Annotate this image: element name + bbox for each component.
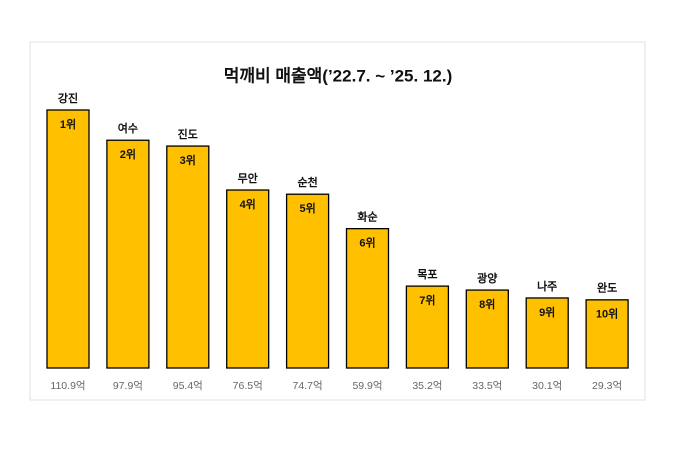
rank-label: 7위 — [419, 294, 435, 307]
rank-label: 1위 — [60, 118, 76, 131]
bar — [405, 285, 450, 369]
rank-label: 5위 — [299, 202, 315, 215]
value-label: 35.2억 — [412, 380, 442, 392]
bar — [585, 299, 629, 369]
category-label: 광양 — [477, 271, 497, 285]
bar — [226, 189, 270, 369]
value-label: 97.9억 — [113, 380, 143, 392]
bar — [166, 145, 210, 369]
rank-label: 8위 — [479, 298, 495, 311]
category-label: 순천 — [297, 175, 317, 189]
category-label: 목포 — [417, 268, 437, 281]
bar — [465, 289, 509, 369]
value-label: 30.1억 — [532, 380, 562, 392]
value-label: 110.9억 — [50, 380, 85, 392]
category-label: 화순 — [357, 210, 377, 224]
rank-label: 10위 — [596, 308, 618, 321]
chart-title: 먹깨비 매출액(’22.7. ~ ’25. 12.) — [224, 66, 453, 85]
value-label: 95.4억 — [173, 380, 203, 392]
value-label: 59.9억 — [352, 380, 382, 392]
category-label: 무안 — [238, 171, 258, 185]
rank-label: 6위 — [359, 237, 375, 250]
rank-label: 2위 — [120, 148, 136, 161]
category-label: 여수 — [118, 121, 138, 135]
category-label: 완도 — [597, 282, 617, 295]
bar — [285, 193, 330, 369]
bar — [106, 139, 150, 369]
rank-label: 4위 — [240, 198, 256, 211]
value-label: 33.5억 — [472, 380, 502, 392]
category-label: 나주 — [537, 279, 557, 293]
category-label: 진도 — [178, 127, 198, 141]
bar — [525, 297, 569, 369]
rank-label: 3위 — [180, 154, 196, 167]
value-label: 76.5억 — [233, 380, 263, 392]
value-label: 74.7억 — [293, 380, 323, 392]
value-label: 29.3억 — [592, 380, 622, 392]
bar — [46, 109, 90, 369]
category-label: 강진 — [58, 91, 78, 105]
rank-label: 9위 — [539, 306, 555, 319]
bar — [345, 227, 390, 369]
